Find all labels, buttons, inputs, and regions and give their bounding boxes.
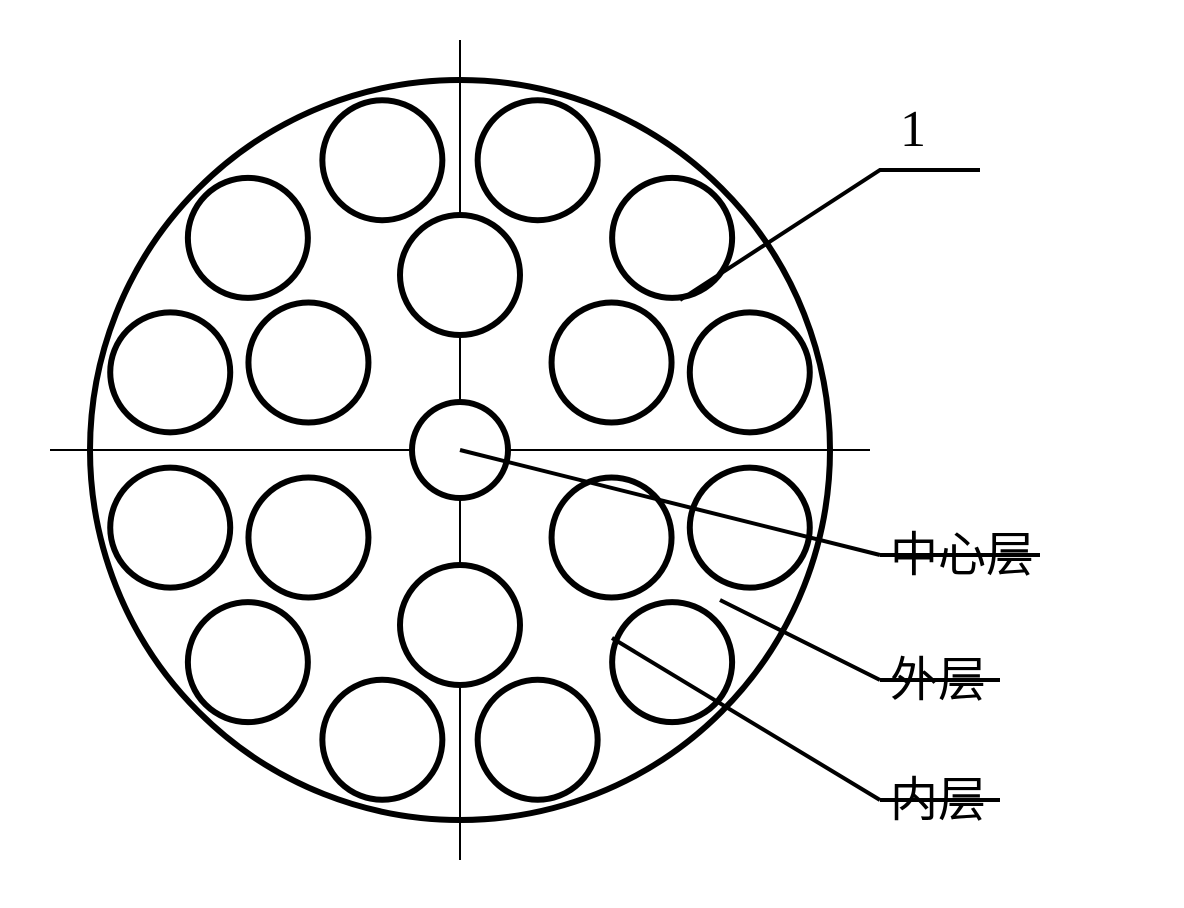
outer-ring-hole xyxy=(612,602,732,722)
center-layer-label: 中心层 xyxy=(890,515,1034,585)
inner-ring-hole xyxy=(248,478,368,598)
outer-layer-label: 外层 xyxy=(890,640,986,710)
outer-ring-hole xyxy=(478,680,598,800)
inner-ring-hole xyxy=(552,478,672,598)
inner-ring-hole xyxy=(248,303,368,423)
outer-ring-hole xyxy=(690,468,810,588)
outer-ring-hole xyxy=(478,100,598,220)
outer-ring-hole xyxy=(322,100,442,220)
inner-layer-label: 内层 xyxy=(890,760,986,830)
ref-number-label: 1 xyxy=(900,100,926,159)
diagram-svg xyxy=(0,0,1184,908)
inner-ring-hole xyxy=(400,565,520,685)
outer-ring-hole xyxy=(690,312,810,432)
inner-ring-hole xyxy=(400,215,520,335)
outer-ring-hole xyxy=(188,178,308,298)
outer-ring-hole xyxy=(322,680,442,800)
outer-ring-hole xyxy=(110,312,230,432)
inner-ring-hole xyxy=(552,303,672,423)
outer-ring-hole xyxy=(188,602,308,722)
outer-ring-hole xyxy=(110,468,230,588)
